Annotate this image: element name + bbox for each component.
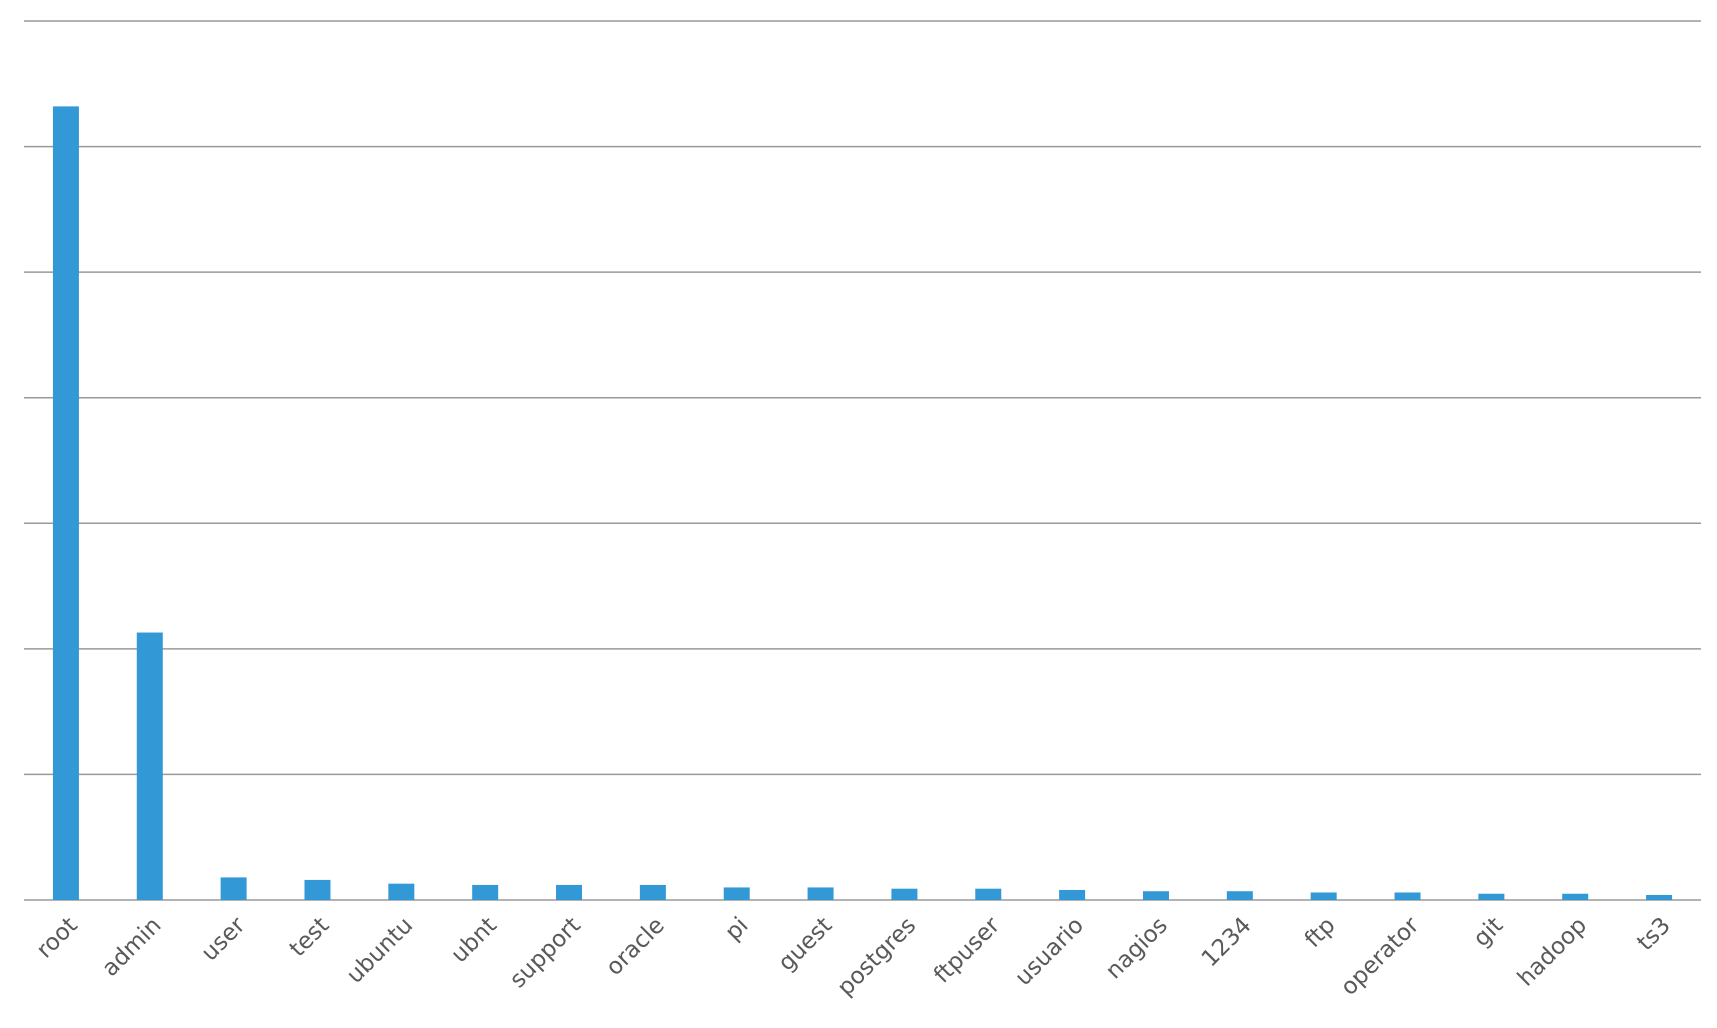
bar	[136, 632, 163, 900]
x-tick-label: test	[285, 912, 335, 962]
x-tick-label: pi	[720, 912, 753, 945]
bar	[1394, 892, 1421, 900]
x-tick-label: ftpuser	[929, 912, 1005, 988]
x-tick-label: guest	[774, 912, 838, 976]
x-tick-label: ubuntu	[342, 912, 418, 988]
bar	[388, 883, 415, 900]
x-tick-label: usuario	[1010, 912, 1089, 991]
bar	[1226, 891, 1253, 900]
bar	[220, 877, 247, 900]
bar	[1562, 893, 1589, 900]
x-tick-label: 1234	[1197, 912, 1257, 972]
bar	[807, 887, 834, 900]
x-tick-label: ts3	[1632, 912, 1676, 956]
bar	[723, 887, 750, 900]
bar	[304, 879, 331, 900]
bar	[975, 888, 1002, 900]
bar	[1646, 894, 1673, 900]
x-tick-label: operator	[1336, 912, 1425, 1001]
x-tick-label: hadoop	[1513, 912, 1592, 991]
bar	[1142, 891, 1169, 900]
bar	[891, 888, 918, 900]
bar	[1310, 892, 1337, 900]
x-tick-label: ubnt	[446, 912, 502, 968]
x-tick-label: oracle	[601, 912, 669, 980]
bar	[1478, 893, 1505, 900]
x-tick-label: user	[197, 912, 251, 966]
x-tick-label: git	[1469, 912, 1509, 952]
x-tick-label: nagios	[1101, 912, 1173, 984]
x-tick-label: postgres	[833, 912, 922, 1001]
x-tick-label: root	[32, 912, 83, 963]
bar	[472, 884, 499, 900]
x-tick-label: ftp	[1300, 912, 1341, 953]
bar	[639, 884, 666, 900]
x-tick-label: support	[505, 912, 586, 993]
bar	[52, 106, 79, 901]
x-tick-label: admin	[97, 912, 166, 981]
bar	[556, 884, 583, 900]
bar	[1059, 889, 1086, 900]
